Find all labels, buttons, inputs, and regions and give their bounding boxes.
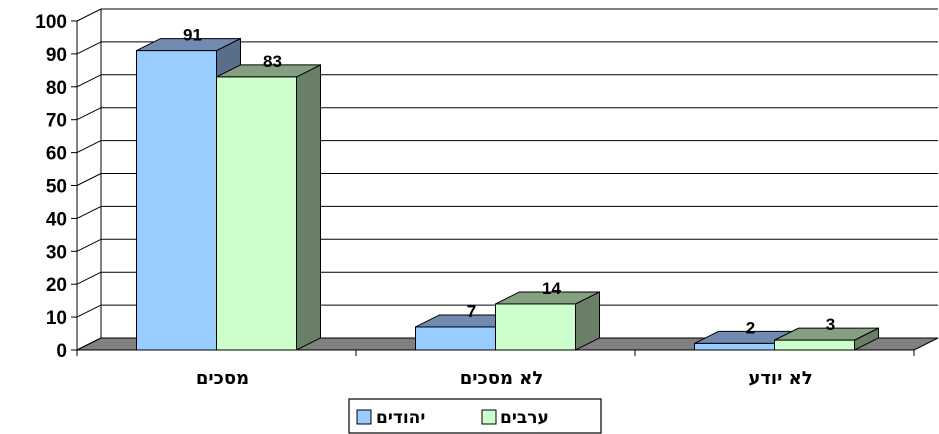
y-tick-label: 10 (46, 308, 67, 329)
data-label: 7 (467, 302, 476, 321)
bar-side (296, 64, 321, 351)
y-tick-label: 90 (46, 45, 67, 66)
side-wall-line (76, 304, 102, 318)
legend: יהודים ערבים (348, 398, 602, 434)
side-wall-line (76, 205, 102, 219)
y-tick-label: 80 (46, 78, 67, 99)
bar-front (415, 326, 496, 351)
side-wall-line (76, 140, 102, 154)
legend-swatch-jews (356, 409, 372, 425)
legend-box (348, 398, 602, 434)
data-label: 91 (183, 26, 202, 45)
y-tick-label: 100 (35, 12, 67, 33)
data-labels: 91 83 7 14 2 3 (183, 26, 835, 338)
bar-0-1 (216, 64, 321, 351)
bar-front (774, 339, 855, 351)
data-label: 83 (263, 52, 282, 71)
data-label: 14 (542, 279, 561, 298)
category-label: לא יודע (748, 368, 812, 389)
side-wall-line (76, 238, 102, 252)
category-label: לא מסכים (460, 368, 544, 389)
legend-label-jews: יהודים (376, 408, 425, 428)
legend-swatch-arabs (481, 409, 497, 425)
side-wall-line (76, 173, 102, 186)
data-label: 2 (746, 318, 755, 337)
bar-front (136, 50, 217, 351)
y-tick-label: 50 (46, 177, 67, 198)
data-label: 3 (826, 315, 835, 334)
y-tick-label: 20 (46, 275, 67, 296)
bar-1-1 (495, 291, 600, 351)
bar-front (694, 342, 775, 351)
side-wall-line (76, 8, 102, 22)
side-wall-line (76, 107, 102, 121)
bar-front (216, 76, 297, 351)
side-wall-line (76, 271, 102, 285)
category-labels: מסכים לא מסכים לא יודע (196, 368, 813, 389)
y-tick-label: 40 (46, 209, 67, 230)
bar-2-1 (774, 327, 879, 351)
y-tick-label: 70 (46, 111, 67, 132)
side-wall-line (76, 74, 102, 88)
y-tick-label: 60 (46, 144, 67, 165)
y-tick-label: 30 (46, 242, 67, 263)
bar-front (495, 303, 576, 351)
side-wall-line (76, 41, 102, 55)
legend-label-arabs: ערבים (500, 408, 549, 428)
category-label: מסכים (196, 368, 249, 389)
y-tick-label: 0 (56, 341, 67, 362)
bars (136, 37, 879, 351)
